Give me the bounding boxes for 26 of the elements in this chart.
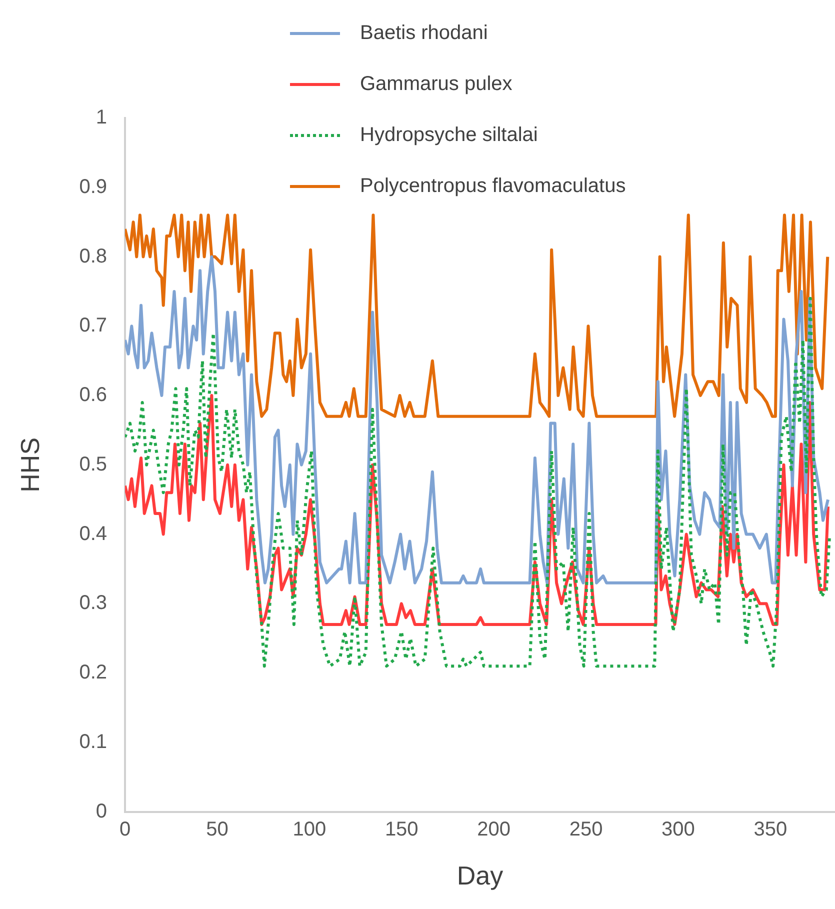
legend-label: Gammarus pulex [360,73,512,96]
y-tick-label: 0.5 [79,453,108,476]
legend-label: Baetis rhodani [360,22,488,45]
y-tick-label: 0.2 [79,662,108,684]
y-tick-label: 0.4 [79,522,108,545]
y-tick-label: 0.3 [79,592,108,614]
x-axis-title: Day [456,860,504,891]
y-tick-label: 0.9 [79,176,108,198]
y-tick-label: 0.7 [79,314,108,337]
line-series [125,296,832,668]
x-tick-label: 350 [754,818,788,840]
y-tick-label: 1 [96,106,108,129]
x-tick-label: 0 [119,818,131,840]
x-tick-label: 300 [662,818,695,840]
x-tick-label: 200 [477,818,511,840]
y-tick-label: 0.6 [79,384,108,406]
legend-label: Polycentropus flavomaculatus [360,175,626,198]
x-tick-label: 50 [206,818,228,840]
y-axis-title: HHS [14,437,45,492]
legend-label: Hydropsyche siltalai [360,124,538,147]
y-tick-label: 0 [96,800,108,822]
x-tick-label: 150 [384,818,418,840]
x-tick-label: 100 [292,818,326,840]
x-tick-label: 250 [569,818,603,840]
y-tick-label: 0.1 [79,730,108,753]
y-tick-label: 0.8 [79,245,108,268]
